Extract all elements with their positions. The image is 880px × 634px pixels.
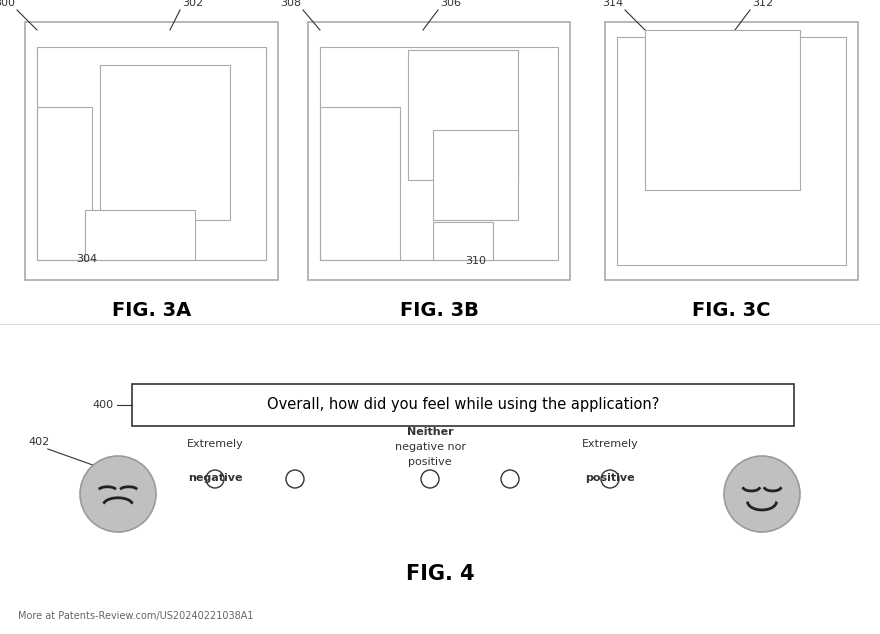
Text: FIG. 3B: FIG. 3B xyxy=(400,301,479,320)
Bar xyxy=(645,30,800,190)
Bar xyxy=(408,50,518,180)
Circle shape xyxy=(80,456,156,532)
Text: 302: 302 xyxy=(182,0,203,8)
Text: FIG. 3C: FIG. 3C xyxy=(693,301,771,320)
Text: 306: 306 xyxy=(440,0,461,8)
Bar xyxy=(37,107,92,260)
Text: 402: 402 xyxy=(28,437,49,447)
Text: FIG. 3A: FIG. 3A xyxy=(112,301,191,320)
Bar xyxy=(433,130,518,220)
Bar xyxy=(37,47,266,260)
Text: 400: 400 xyxy=(93,400,114,410)
Text: 308: 308 xyxy=(280,0,301,8)
Text: Extremely: Extremely xyxy=(187,439,244,449)
Text: positive: positive xyxy=(585,473,634,483)
Bar xyxy=(25,22,278,280)
Bar xyxy=(320,107,400,260)
Circle shape xyxy=(724,456,800,532)
Bar xyxy=(100,65,230,220)
Text: FIG. 4: FIG. 4 xyxy=(406,564,474,584)
Bar xyxy=(605,22,858,280)
Text: Overall, how did you feel while using the application?: Overall, how did you feel while using th… xyxy=(267,398,659,413)
Text: negative nor: negative nor xyxy=(394,442,466,452)
Bar xyxy=(617,37,846,265)
Text: 310: 310 xyxy=(465,256,486,266)
Text: 312: 312 xyxy=(752,0,774,8)
Text: Extremely: Extremely xyxy=(582,439,638,449)
Text: 300: 300 xyxy=(0,0,15,8)
Bar xyxy=(433,222,493,260)
Text: positive: positive xyxy=(408,457,451,467)
Bar xyxy=(320,47,558,260)
Bar xyxy=(132,384,794,426)
Text: 314: 314 xyxy=(602,0,623,8)
Bar xyxy=(85,210,195,260)
Text: More at Patents-Review.com/US20240221038A1: More at Patents-Review.com/US20240221038… xyxy=(18,611,253,621)
Bar xyxy=(308,22,570,280)
Text: 304: 304 xyxy=(76,254,97,264)
Text: negative: negative xyxy=(187,473,242,483)
Text: Neither: Neither xyxy=(407,427,453,437)
